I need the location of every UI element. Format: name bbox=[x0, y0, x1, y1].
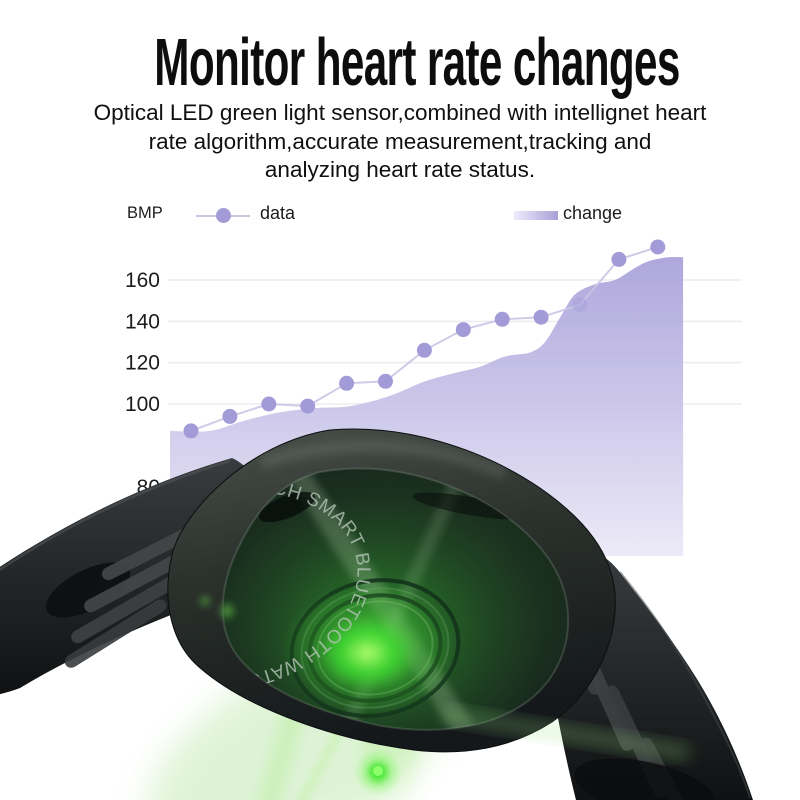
data-point bbox=[533, 309, 549, 325]
data-point bbox=[261, 396, 277, 412]
strap-left-ridge bbox=[64, 599, 167, 668]
strap-left-highlight bbox=[0, 459, 231, 572]
y-tick-label: 120 bbox=[125, 352, 160, 375]
subtitle-line: analyzing heart rate status. bbox=[264, 157, 536, 182]
stray-green-dot bbox=[200, 596, 210, 606]
data-point bbox=[300, 398, 316, 414]
title-text: Monitor heart rate changes bbox=[154, 25, 680, 100]
y-tick-label: 100 bbox=[125, 393, 160, 416]
legend-label-data: data bbox=[260, 203, 296, 223]
data-point bbox=[455, 322, 471, 338]
flare-over-strap bbox=[440, 707, 690, 760]
data-point bbox=[183, 423, 199, 439]
data-point bbox=[416, 342, 432, 358]
data-series-marker-dot bbox=[216, 208, 231, 223]
data-point bbox=[339, 375, 355, 391]
glass-dark-reflection bbox=[258, 491, 316, 523]
subtitle-line: Optical LED green light sensor,combined … bbox=[93, 100, 707, 125]
subtitle: Optical LED green light sensor,combined … bbox=[0, 99, 800, 185]
green-light-dot bbox=[354, 748, 402, 796]
legend-label-change: change bbox=[563, 203, 623, 223]
strap-right-highlight bbox=[619, 571, 751, 799]
panel-inner: OMETER DEEPLY LIFE WATERPROOF 1.3 INCH S… bbox=[222, 468, 545, 730]
stray-green-dot bbox=[220, 604, 234, 618]
y-tick-label: 140 bbox=[125, 310, 160, 333]
y-axis-unit-label: BMP bbox=[127, 204, 163, 222]
chart-legend: BMP data change bbox=[0, 196, 800, 236]
data-point bbox=[650, 239, 666, 255]
data-point bbox=[222, 408, 238, 424]
data-point bbox=[378, 373, 393, 389]
body-top-specular bbox=[259, 439, 508, 480]
y-tick-label: 160 bbox=[125, 269, 160, 292]
sensor-led-core bbox=[319, 617, 415, 689]
strap-right-recess bbox=[574, 758, 716, 800]
data-point bbox=[494, 311, 510, 327]
glass-dark-reflection bbox=[412, 492, 528, 520]
change-series-marker-swatch bbox=[514, 211, 558, 220]
data-point bbox=[611, 251, 627, 267]
strap-left-ridge bbox=[71, 567, 193, 644]
page-title: Monitor heart rate changes bbox=[0, 24, 800, 101]
subtitle-line: rate algorithm,accurate measurement,trac… bbox=[148, 128, 652, 154]
data-point bbox=[572, 297, 588, 313]
